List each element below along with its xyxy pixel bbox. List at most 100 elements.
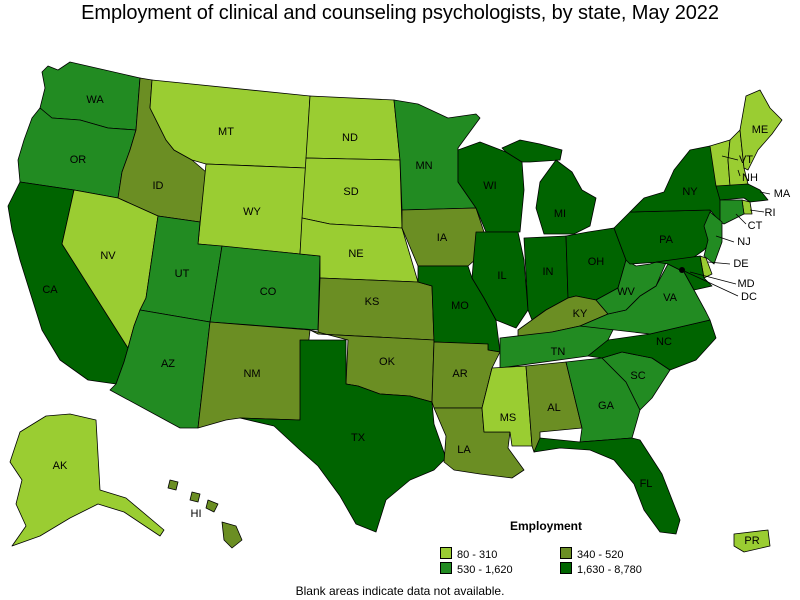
state-label-va: VA <box>663 292 678 304</box>
state-ks[interactable] <box>317 277 435 341</box>
state-label-me: ME <box>752 124 769 136</box>
state-label-tx: TX <box>351 432 366 444</box>
state-label-pr: PR <box>744 535 759 547</box>
leader-dc <box>681 269 739 297</box>
legend-item-3: 530 - 1,620 <box>440 562 513 576</box>
state-ak[interactable] <box>9 413 165 547</box>
legend-label-4: 1,630 - 8,780 <box>577 564 642 576</box>
state-nd[interactable] <box>305 95 401 161</box>
state-tx[interactable] <box>239 339 447 533</box>
state-label-ny: NY <box>682 186 698 198</box>
legend-swatch-2 <box>560 547 572 559</box>
states-layer <box>7 61 783 553</box>
state-label-ar: AR <box>452 368 467 380</box>
map-title: Employment of clinical and counseling ps… <box>81 2 719 24</box>
legend-title: Employment <box>510 519 583 533</box>
state-label-in: IN <box>543 266 554 278</box>
state-co[interactable] <box>209 245 321 331</box>
state-label-ri: RI <box>765 207 776 219</box>
dc-marker[interactable] <box>679 267 685 273</box>
state-label-oh: OH <box>588 256 605 268</box>
state-il[interactable] <box>471 231 529 329</box>
state-label-tn: TN <box>551 346 566 358</box>
state-label-nc: NC <box>656 336 672 348</box>
state-label-nm: NM <box>243 368 260 380</box>
state-mn[interactable] <box>393 99 481 211</box>
state-hi[interactable] <box>167 479 243 549</box>
state-label-nh: NH <box>742 172 758 184</box>
state-label-ma: MA <box>774 188 791 200</box>
state-label-ga: GA <box>598 400 615 412</box>
state-label-ct: CT <box>748 220 763 232</box>
legend-swatch-4 <box>560 562 572 574</box>
state-label-wa: WA <box>86 94 104 106</box>
state-label-az: AZ <box>161 358 175 370</box>
leader-md <box>689 271 737 285</box>
state-labels-layer: WA OR CA ID NV MT WY UT AZ CO NM ND SD NE KS OK TX MN IA MO… <box>42 94 791 547</box>
state-label-hi: HI <box>191 508 202 520</box>
state-label-nv: NV <box>100 250 116 262</box>
legend-swatch-1 <box>440 547 452 559</box>
state-ma[interactable] <box>715 183 769 203</box>
state-fl[interactable] <box>533 437 681 535</box>
leader-de <box>707 261 731 265</box>
state-wi[interactable] <box>457 141 525 233</box>
leader-nj <box>715 235 735 243</box>
state-label-al: AL <box>547 402 560 414</box>
state-label-wi: WI <box>483 180 496 192</box>
state-label-mo: MO <box>451 300 469 312</box>
state-label-mi: MI <box>554 208 566 220</box>
state-me[interactable] <box>739 89 783 171</box>
state-label-ak: AK <box>53 460 68 472</box>
leader-nh <box>737 169 741 177</box>
leader-ct <box>735 213 747 225</box>
legend-label-1: 80 - 310 <box>457 549 498 561</box>
state-pr[interactable] <box>733 529 771 553</box>
state-label-pa: PA <box>659 234 674 246</box>
legend-label-2: 340 - 520 <box>577 549 624 561</box>
state-label-id: ID <box>153 180 164 192</box>
state-label-ca: CA <box>42 284 58 296</box>
state-label-ky: KY <box>573 308 588 320</box>
state-label-ok: OK <box>379 356 396 368</box>
state-nj[interactable] <box>703 211 723 265</box>
state-ct[interactable] <box>719 199 745 225</box>
state-label-wv: WV <box>617 286 635 298</box>
state-label-ms: MS <box>500 412 517 424</box>
state-label-ut: UT <box>175 268 190 280</box>
legend-item-2: 340 - 520 <box>560 547 623 561</box>
state-label-la: LA <box>457 444 471 456</box>
state-label-ks: KS <box>365 296 380 308</box>
leader-ri <box>749 209 765 213</box>
state-nc[interactable] <box>587 319 717 371</box>
state-label-dc: DC <box>741 291 757 303</box>
state-label-md: MD <box>737 278 754 290</box>
state-label-de: DE <box>733 258 748 270</box>
state-mi-lower[interactable] <box>535 159 597 235</box>
state-label-co: CO <box>260 286 277 298</box>
leader-ma <box>759 191 771 195</box>
state-label-il: IL <box>497 270 506 282</box>
legend-item-1: 80 - 310 <box>440 547 497 561</box>
state-label-wy: WY <box>243 206 261 218</box>
state-label-mt: MT <box>218 126 234 138</box>
state-label-sc: SC <box>630 370 645 382</box>
state-label-ne: NE <box>348 248 363 260</box>
footnote: Blank areas indicate data not available. <box>295 584 505 598</box>
state-label-ia: IA <box>437 232 448 244</box>
state-label-fl: FL <box>640 478 653 490</box>
state-label-sd: SD <box>343 186 358 198</box>
legend-label-3: 530 - 1,620 <box>457 564 513 576</box>
legend-swatch-3 <box>440 562 452 574</box>
state-label-mn: MN <box>415 160 432 172</box>
state-label-nd: ND <box>342 132 358 144</box>
state-tn[interactable] <box>499 323 617 369</box>
leader-vt <box>721 155 739 161</box>
legend-item-4: 1,630 - 8,780 <box>560 562 642 576</box>
state-label-vt: VT <box>739 154 753 166</box>
state-md[interactable] <box>655 255 713 291</box>
state-mi[interactable] <box>501 139 563 163</box>
state-label-nj: NJ <box>737 236 750 248</box>
state-label-or: OR <box>70 154 87 166</box>
